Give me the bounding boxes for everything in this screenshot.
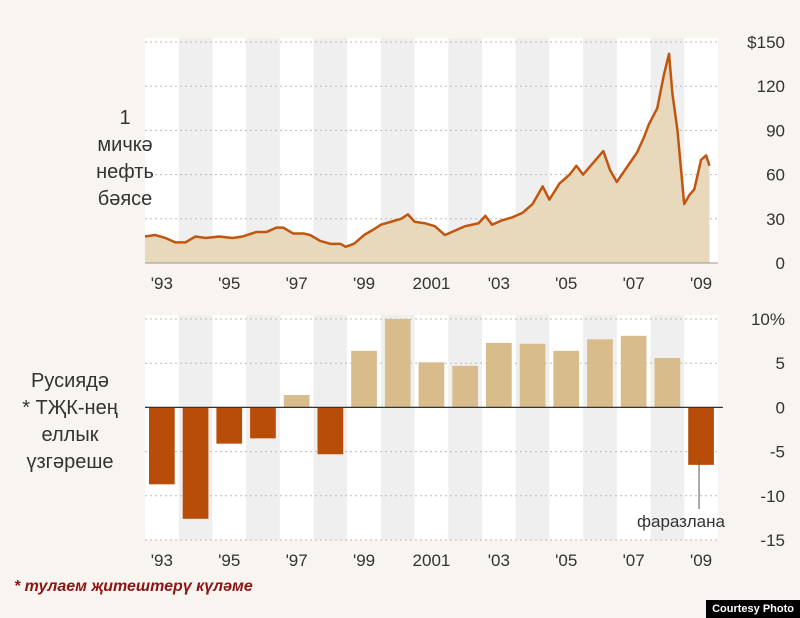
y-tick-label: -10 xyxy=(760,487,785,506)
gdp-bar-1995 xyxy=(216,407,243,444)
gdp-bar-2005 xyxy=(553,350,580,408)
y-tick-label: -5 xyxy=(770,443,785,462)
x-tick-label: '95 xyxy=(218,551,240,570)
x-tick-label: '05 xyxy=(555,551,577,570)
year-band xyxy=(246,38,280,263)
ylabel-line: еллык xyxy=(41,424,99,446)
gdp-bar-2009 xyxy=(688,407,714,465)
year-band xyxy=(313,38,348,263)
gdp-bar-1999 xyxy=(351,350,377,408)
x-tick-label: '09 xyxy=(690,274,712,293)
x-tick-label: '99 xyxy=(353,274,375,293)
gdp-bar-1996 xyxy=(250,407,276,439)
ylabel-line: * ТҖК-нең xyxy=(22,397,118,419)
y-tick-label: -15 xyxy=(760,531,785,550)
year-band xyxy=(448,315,482,540)
x-tick-label: '93 xyxy=(151,551,173,570)
ylabel-line: 1 xyxy=(119,107,131,129)
top-ylabel: 1 мичкә нефть бәясе xyxy=(70,105,180,213)
y-tick-label: 90 xyxy=(766,121,785,140)
x-tick-label: '03 xyxy=(488,274,510,293)
x-tick-label: '99 xyxy=(353,551,375,570)
ylabel-line: нефть xyxy=(96,161,154,183)
y-tick-label: 120 xyxy=(757,77,785,96)
x-tick-label: '93 xyxy=(151,274,173,293)
y-tick-label: 0 xyxy=(776,398,785,417)
gdp-bar-2000 xyxy=(384,319,411,408)
x-tick-label: '09 xyxy=(690,551,712,570)
x-tick-label: '07 xyxy=(623,551,645,570)
ylabel-line: бәясе xyxy=(97,188,153,210)
x-tick-label: '95 xyxy=(218,274,240,293)
price-area xyxy=(145,53,710,263)
ylabel-line: үзгәреше xyxy=(26,451,114,473)
x-tick-label: 2001 xyxy=(413,551,451,570)
gdp-bar-1997 xyxy=(283,395,310,408)
x-tick-label: '03 xyxy=(488,551,510,570)
credit-badge: Courtesy Photo xyxy=(706,600,800,618)
gdp-bar-2008 xyxy=(654,357,681,408)
gdp-bar-2001 xyxy=(418,362,445,408)
gdp-bar-2004 xyxy=(519,343,546,408)
year-band xyxy=(650,315,685,540)
gdp-bar-2007 xyxy=(620,335,647,408)
x-tick-label: '97 xyxy=(286,274,308,293)
x-tick-label: 2001 xyxy=(413,274,451,293)
footnote: * тулаем җитештерү күләме xyxy=(14,578,253,595)
gdp-bar-2006 xyxy=(587,339,613,408)
x-tick-label: '07 xyxy=(623,274,645,293)
ylabel-line: Русиядә xyxy=(31,370,109,392)
gdp-bar-2002 xyxy=(452,365,478,408)
y-tick-label: 60 xyxy=(766,166,785,185)
gdp-bar-1998 xyxy=(317,407,344,455)
x-tick-label: '05 xyxy=(555,274,577,293)
ylabel-line: мичкә xyxy=(97,134,153,156)
price-line xyxy=(144,52,711,249)
y-tick-label: 0 xyxy=(776,254,785,273)
year-band xyxy=(178,38,213,263)
gdp-bar-2003 xyxy=(486,342,512,408)
y-tick-label: 30 xyxy=(766,210,785,229)
y-tick-label: 5 xyxy=(776,354,785,373)
gdp-bar-1994 xyxy=(182,407,209,519)
bottom-ylabel: Русиядә * ТҖК-нең еллык үзгәреше xyxy=(0,368,140,476)
y-tick-label: 10% xyxy=(751,310,785,329)
gdp-bar-1993 xyxy=(149,407,175,485)
forecast-label: фаразлана xyxy=(637,512,726,531)
x-tick-label: '97 xyxy=(286,551,308,570)
y-tick-label: $150 xyxy=(747,33,785,52)
